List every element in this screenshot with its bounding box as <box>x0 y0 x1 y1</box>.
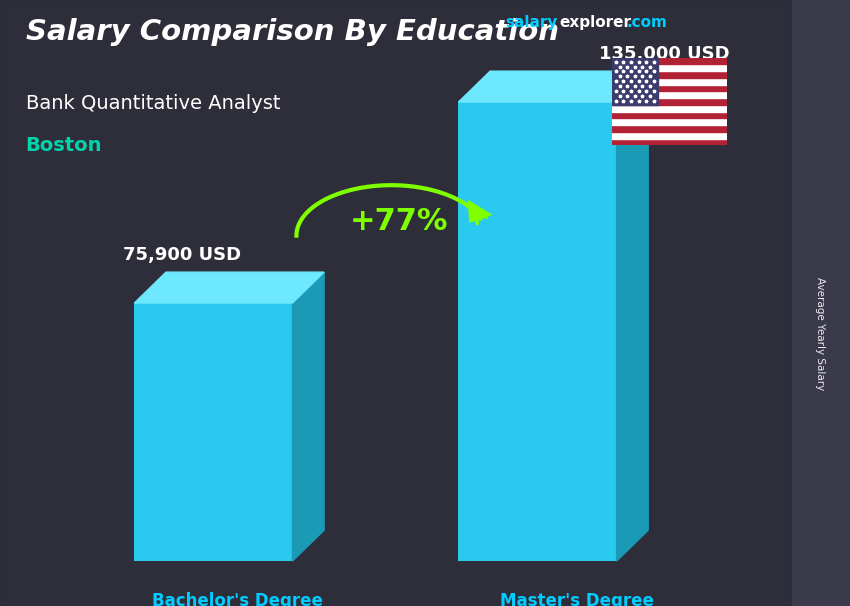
Bar <box>612 105 727 112</box>
Text: explorer: explorer <box>559 15 632 30</box>
Text: Bank Quantitative Analyst: Bank Quantitative Analyst <box>26 94 280 113</box>
Bar <box>612 58 658 105</box>
Bar <box>458 102 616 561</box>
Bar <box>612 118 727 125</box>
Bar <box>612 139 727 145</box>
Bar <box>612 58 727 64</box>
Polygon shape <box>292 272 324 561</box>
Bar <box>612 98 727 105</box>
Bar <box>612 112 727 118</box>
Text: Average Yearly Salary: Average Yearly Salary <box>815 277 825 390</box>
Text: Boston: Boston <box>26 136 102 155</box>
Bar <box>612 78 727 85</box>
Bar <box>612 85 727 92</box>
Bar <box>612 132 727 139</box>
Text: Bachelor's Degree: Bachelor's Degree <box>151 592 323 606</box>
Text: salary: salary <box>506 15 558 30</box>
Bar <box>612 92 727 98</box>
Polygon shape <box>134 272 324 303</box>
Polygon shape <box>616 71 649 561</box>
Text: 75,900 USD: 75,900 USD <box>122 245 241 264</box>
Bar <box>612 125 727 132</box>
Text: 135,000 USD: 135,000 USD <box>598 45 729 63</box>
Polygon shape <box>468 201 491 222</box>
Text: Salary Comparison By Education: Salary Comparison By Education <box>26 18 558 46</box>
Bar <box>612 71 727 78</box>
Bar <box>134 303 292 561</box>
Text: +77%: +77% <box>350 207 449 236</box>
Text: Master's Degree: Master's Degree <box>500 592 654 606</box>
Bar <box>612 64 727 71</box>
Text: .com: .com <box>626 15 667 30</box>
Polygon shape <box>458 71 649 102</box>
